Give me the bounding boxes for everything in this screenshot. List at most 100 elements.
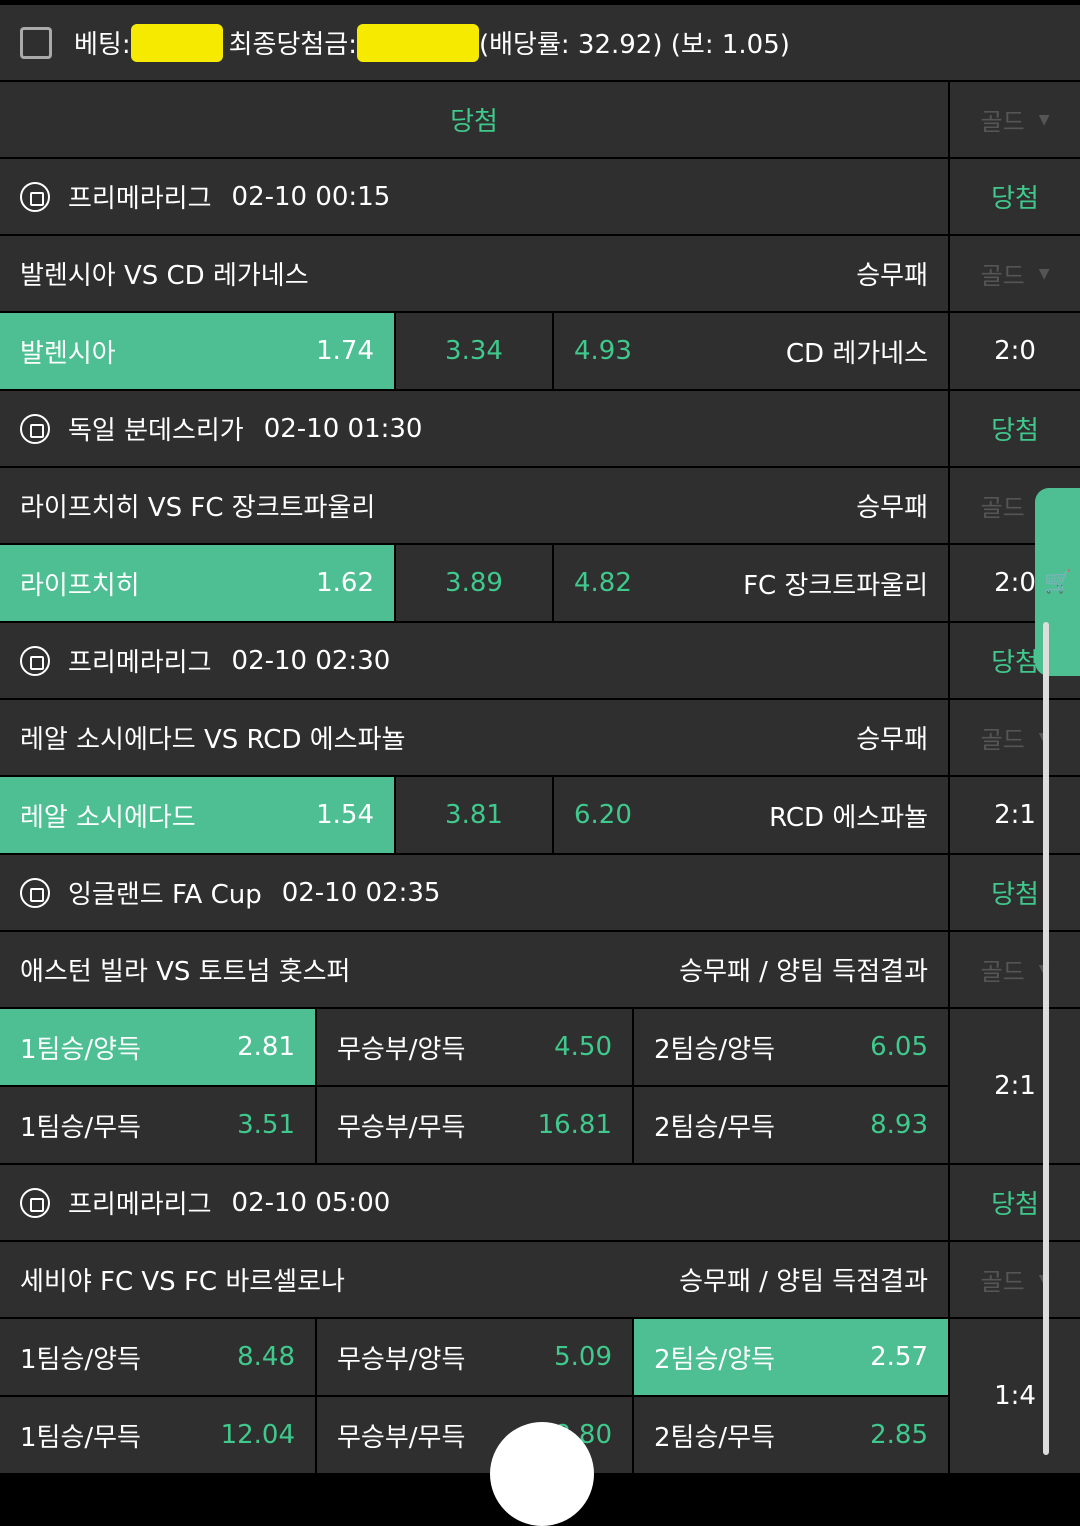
league-name: 프리메라리그	[68, 648, 212, 678]
home-team: 라이프치히	[20, 570, 140, 601]
option-label: 2팀승/무득	[654, 1112, 775, 1143]
select-checkbox[interactable]	[20, 26, 52, 59]
gold-label: 골드	[980, 262, 1025, 290]
score: 2:0	[950, 313, 1080, 389]
bet-option[interactable]: 무승부/양득 4.50	[317, 1009, 632, 1085]
game-status: 당첨	[950, 391, 1080, 466]
home-option[interactable]: 레알 소시에다드 1.54	[0, 777, 394, 853]
gold-dropdown[interactable]: 골드▼	[950, 700, 1080, 775]
away-odd: 4.93	[574, 336, 632, 366]
soccer-ball-icon	[20, 413, 50, 444]
floating-button[interactable]	[490, 1422, 594, 1526]
redaction-mask	[130, 23, 223, 62]
option-label: 무승부/무득	[337, 1422, 466, 1453]
cart-tab[interactable]: 🛒	[1035, 488, 1080, 676]
match-time: 02-10 02:30	[231, 645, 391, 676]
gold-dropdown[interactable]: 골드 ▼	[950, 236, 1080, 311]
away-option[interactable]: 4.93 CD 레가네스	[554, 313, 948, 389]
bet-option[interactable]: 2팀승/양득 6.05	[634, 1009, 948, 1085]
gold-dropdown[interactable]: 골드▼	[950, 82, 1080, 157]
league-info: 잉글랜드 FA Cup 02-10 02:35	[0, 855, 948, 930]
option-label: 1팀승/무득	[20, 1112, 141, 1143]
home-odd: 1.62	[316, 568, 374, 598]
draw-option[interactable]: 3.89	[396, 545, 552, 621]
bet-summary-row: 베팅: 최종당첨금: (배당률: 32.92) (보: 1.05)	[0, 5, 1080, 80]
gold-label: 골드	[980, 1268, 1025, 1296]
away-option[interactable]: 4.82 FC 장크트파울리	[554, 545, 948, 621]
match-time: 02-10 01:30	[263, 413, 423, 444]
bet-option[interactable]: 1팀승/무득 3.51	[0, 1087, 315, 1163]
gold-dropdown[interactable]: 골드▼	[950, 932, 1080, 1007]
option-odd: 2.85	[870, 1420, 928, 1450]
soccer-ball-icon	[20, 181, 50, 212]
bet-option[interactable]: 무승부/양득 5.09	[317, 1319, 632, 1395]
league-row: 프리메라리그 02-10 05:00 당첨	[0, 1165, 1080, 1240]
match-time: 02-10 02:35	[281, 877, 441, 908]
redaction-mask	[356, 23, 479, 62]
bet-option[interactable]: 2팀승/무득 2.85	[634, 1397, 948, 1473]
match-name: 세비야 FC VS FC 바르셀로나	[20, 1267, 345, 1297]
draw-option[interactable]: 3.34	[396, 313, 552, 389]
score: 1:4	[950, 1319, 1080, 1473]
league-name: 프리메라리그	[68, 184, 212, 214]
bet-option[interactable]: 1팀승/양득 8.48	[0, 1319, 315, 1395]
game-status: 당첨	[950, 159, 1080, 234]
result-row: 당첨 골드 ▼	[0, 82, 1080, 157]
option-odd: 4.50	[554, 1032, 612, 1062]
bet-option[interactable]: 무승부/무득 16.81	[317, 1087, 632, 1163]
draw-odd: 3.34	[445, 336, 503, 366]
market-name: 승무패	[856, 493, 928, 523]
match-name: 애스턴 빌라 VS 토트넘 홋스퍼	[20, 957, 351, 987]
home-team: 레알 소시에다드	[20, 802, 196, 833]
league-name: 프리메라리그	[68, 1190, 212, 1220]
match-row: 발렌시아 VS CD 레가네스 승무패 골드 ▼	[0, 236, 1080, 311]
option-label: 1팀승/무득	[20, 1422, 141, 1453]
overall-status: 당첨	[0, 82, 948, 157]
shopping-cart-icon: 🛒	[1044, 569, 1072, 595]
league-info: 프리메라리그 02-10 00:15	[0, 159, 948, 234]
option-label: 2팀승/무득	[654, 1422, 775, 1453]
match-info: 레알 소시에다드 VS RCD 에스파뇰 승무패	[0, 700, 948, 775]
market-name: 승무패 / 양팀 득점결과	[679, 957, 928, 987]
league-info: 독일 분데스리가 02-10 01:30	[0, 391, 948, 466]
match-time: 02-10 00:15	[231, 181, 391, 212]
bet-option[interactable]: 1팀승/양득 2.81	[0, 1009, 315, 1085]
caret-down-icon: ▼	[1038, 265, 1050, 282]
home-option[interactable]: 발렌시아 1.74	[0, 313, 394, 389]
option-label: 2팀승/양득	[654, 1344, 775, 1375]
draw-option[interactable]: 3.81	[396, 777, 552, 853]
draw-odd: 3.81	[445, 800, 503, 830]
match-name: 라이프치히 VS FC 장크트파울리	[20, 493, 376, 523]
away-team: RCD 에스파뇰	[769, 802, 928, 833]
scrollbar[interactable]	[1043, 622, 1049, 1455]
option-odd: 8.48	[237, 1342, 295, 1372]
gold-label: 골드	[980, 494, 1025, 522]
bet-option[interactable]: 2팀승/양득 2.57	[634, 1319, 948, 1395]
league-name: 잉글랜드 FA Cup	[68, 880, 262, 910]
caret-down-icon: ▼	[1038, 111, 1050, 128]
score: 2:1	[950, 777, 1080, 853]
option-odd: 2.57	[870, 1342, 928, 1372]
gold-dropdown[interactable]: 골드▼	[950, 1242, 1080, 1317]
match-row: 세비야 FC VS FC 바르셀로나 승무패 / 양팀 득점결과 골드▼	[0, 1242, 1080, 1317]
bet-option[interactable]: 2팀승/무득 8.93	[634, 1087, 948, 1163]
away-option[interactable]: 6.20 RCD 에스파뇰	[554, 777, 948, 853]
home-team: 발렌시아	[20, 338, 116, 369]
draw-odd: 3.89	[445, 568, 503, 598]
option-odd: 16.81	[537, 1110, 612, 1140]
game-status: 당첨	[950, 1165, 1080, 1240]
option-label: 무승부/무득	[337, 1112, 466, 1143]
bet-slip-list: 베팅: 최종당첨금: (배당률: 32.92) (보: 1.05) 당첨 골드 ▼…	[0, 5, 1080, 1473]
match-row: 레알 소시에다드 VS RCD 에스파뇰 승무패 골드▼	[0, 700, 1080, 775]
options-block: 1팀승/양득 2.81 무승부/양득 4.50 2팀승/양득 6.05 1팀승/무득 3.51…	[0, 1009, 1080, 1163]
bet-option[interactable]: 1팀승/무득 12.04	[0, 1397, 315, 1473]
home-odd: 1.54	[316, 800, 374, 830]
away-team: CD 레가네스	[785, 338, 928, 369]
soccer-ball-icon	[20, 645, 50, 676]
odds-row: 레알 소시에다드 1.54 3.81 6.20 RCD 에스파뇰 2:1	[0, 777, 1080, 853]
home-option[interactable]: 라이프치히 1.62	[0, 545, 394, 621]
match-row: 애스턴 빌라 VS 토트넘 홋스퍼 승무패 / 양팀 득점결과 골드▼	[0, 932, 1080, 1007]
away-team: FC 장크트파울리	[743, 570, 928, 601]
score: 2:1	[950, 1009, 1080, 1163]
option-odd: 6.05	[870, 1032, 928, 1062]
